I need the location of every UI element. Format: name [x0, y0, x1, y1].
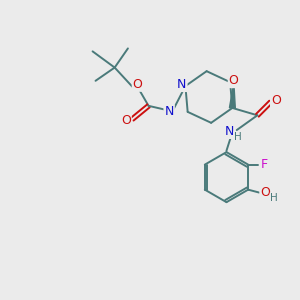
Text: N: N — [164, 105, 174, 118]
Text: H: H — [233, 132, 241, 142]
Text: H: H — [270, 193, 278, 203]
Text: O: O — [133, 78, 142, 91]
Text: N: N — [177, 78, 187, 91]
Text: O: O — [121, 114, 131, 127]
Text: O: O — [271, 94, 281, 107]
Text: F: F — [261, 158, 268, 171]
Text: O: O — [260, 186, 270, 199]
Text: O: O — [229, 74, 238, 87]
Text: N: N — [225, 125, 234, 138]
Polygon shape — [230, 83, 235, 108]
